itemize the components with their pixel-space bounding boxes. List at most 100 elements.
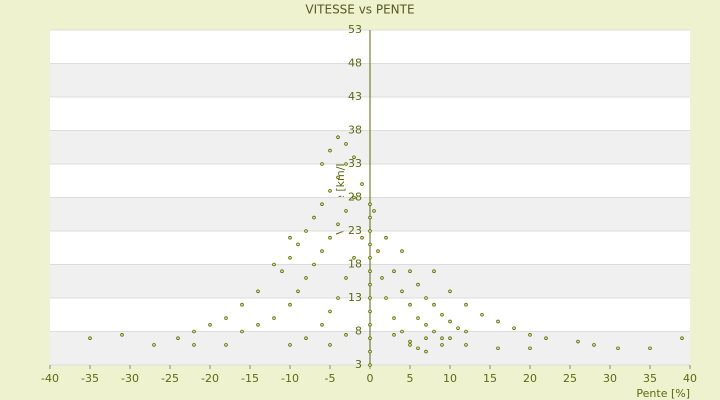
point [512,326,516,330]
point [392,333,396,337]
point [272,262,276,267]
point [320,322,324,327]
point [344,276,348,280]
point [384,235,388,240]
point [408,302,412,307]
x-tick-label: 35 [643,372,657,385]
point [296,289,300,294]
point [312,262,316,267]
point [328,343,332,347]
x-tick-label: -15 [241,372,259,385]
point [224,343,228,347]
point [336,296,340,300]
y-tick-label: 8 [355,325,362,338]
y-tick-label: 48 [348,57,362,70]
point [368,349,372,354]
point [368,336,372,341]
point [448,336,452,341]
y-tick-label: 33 [348,157,362,170]
point [272,316,276,320]
point [368,296,372,300]
point [328,235,332,240]
x-tick-label: -35 [81,372,99,385]
x-tick-label: 15 [483,372,497,385]
point [344,162,348,166]
point [432,329,436,334]
point [392,269,396,274]
point [352,195,356,200]
chart-title: VITESSE vs PENTE [305,3,414,17]
point [192,343,196,347]
point [448,289,452,294]
point [240,302,244,307]
point [464,343,468,347]
point [360,182,364,186]
point [408,339,412,344]
y-tick-label: 3 [355,358,362,371]
point [376,249,380,253]
point [528,346,532,351]
point [176,336,180,341]
y-tick-label: 53 [348,23,362,36]
point [616,346,620,351]
point [528,333,532,337]
point [480,312,484,317]
point [304,336,308,341]
y-tick-label: 43 [348,90,362,103]
point [416,316,420,320]
point [336,135,340,140]
point [328,148,332,153]
point [648,346,652,351]
point [336,222,340,227]
y-tick-label: 23 [348,224,362,237]
point [368,255,372,260]
point [424,322,428,327]
point [408,269,412,274]
point [288,343,292,347]
point [432,302,436,307]
point [432,269,436,274]
point [416,282,420,287]
point [368,322,372,327]
x-axis-label: Pente [%] [636,387,690,400]
point [440,343,444,347]
point [400,289,404,294]
point [408,343,412,347]
point [368,363,372,367]
x-tick-label: 30 [603,372,617,385]
x-tick-label: -25 [161,372,179,385]
x-tick-label: 40 [683,372,697,385]
point [336,175,340,180]
y-tick-label: 13 [348,291,362,304]
point [320,162,324,166]
x-tick-label: 10 [443,372,457,385]
point [448,319,452,324]
point [440,336,444,341]
point [360,235,364,240]
point [496,319,500,324]
point [328,189,332,193]
point [424,296,428,300]
point [280,269,284,274]
point [380,276,384,280]
point [496,346,500,351]
point [256,322,260,327]
point [288,235,292,240]
point [288,255,292,260]
point [120,333,124,337]
point [400,329,404,334]
point [192,329,196,334]
x-tick-label: 25 [563,372,577,385]
x-tick-label: -10 [281,372,299,385]
point [88,336,92,341]
point [344,142,348,146]
point [352,155,356,160]
point [456,326,460,330]
point [352,255,356,260]
point [680,336,684,341]
point [240,329,244,334]
point [424,336,428,341]
x-tick-label: 0 [367,372,374,385]
point [384,296,388,300]
